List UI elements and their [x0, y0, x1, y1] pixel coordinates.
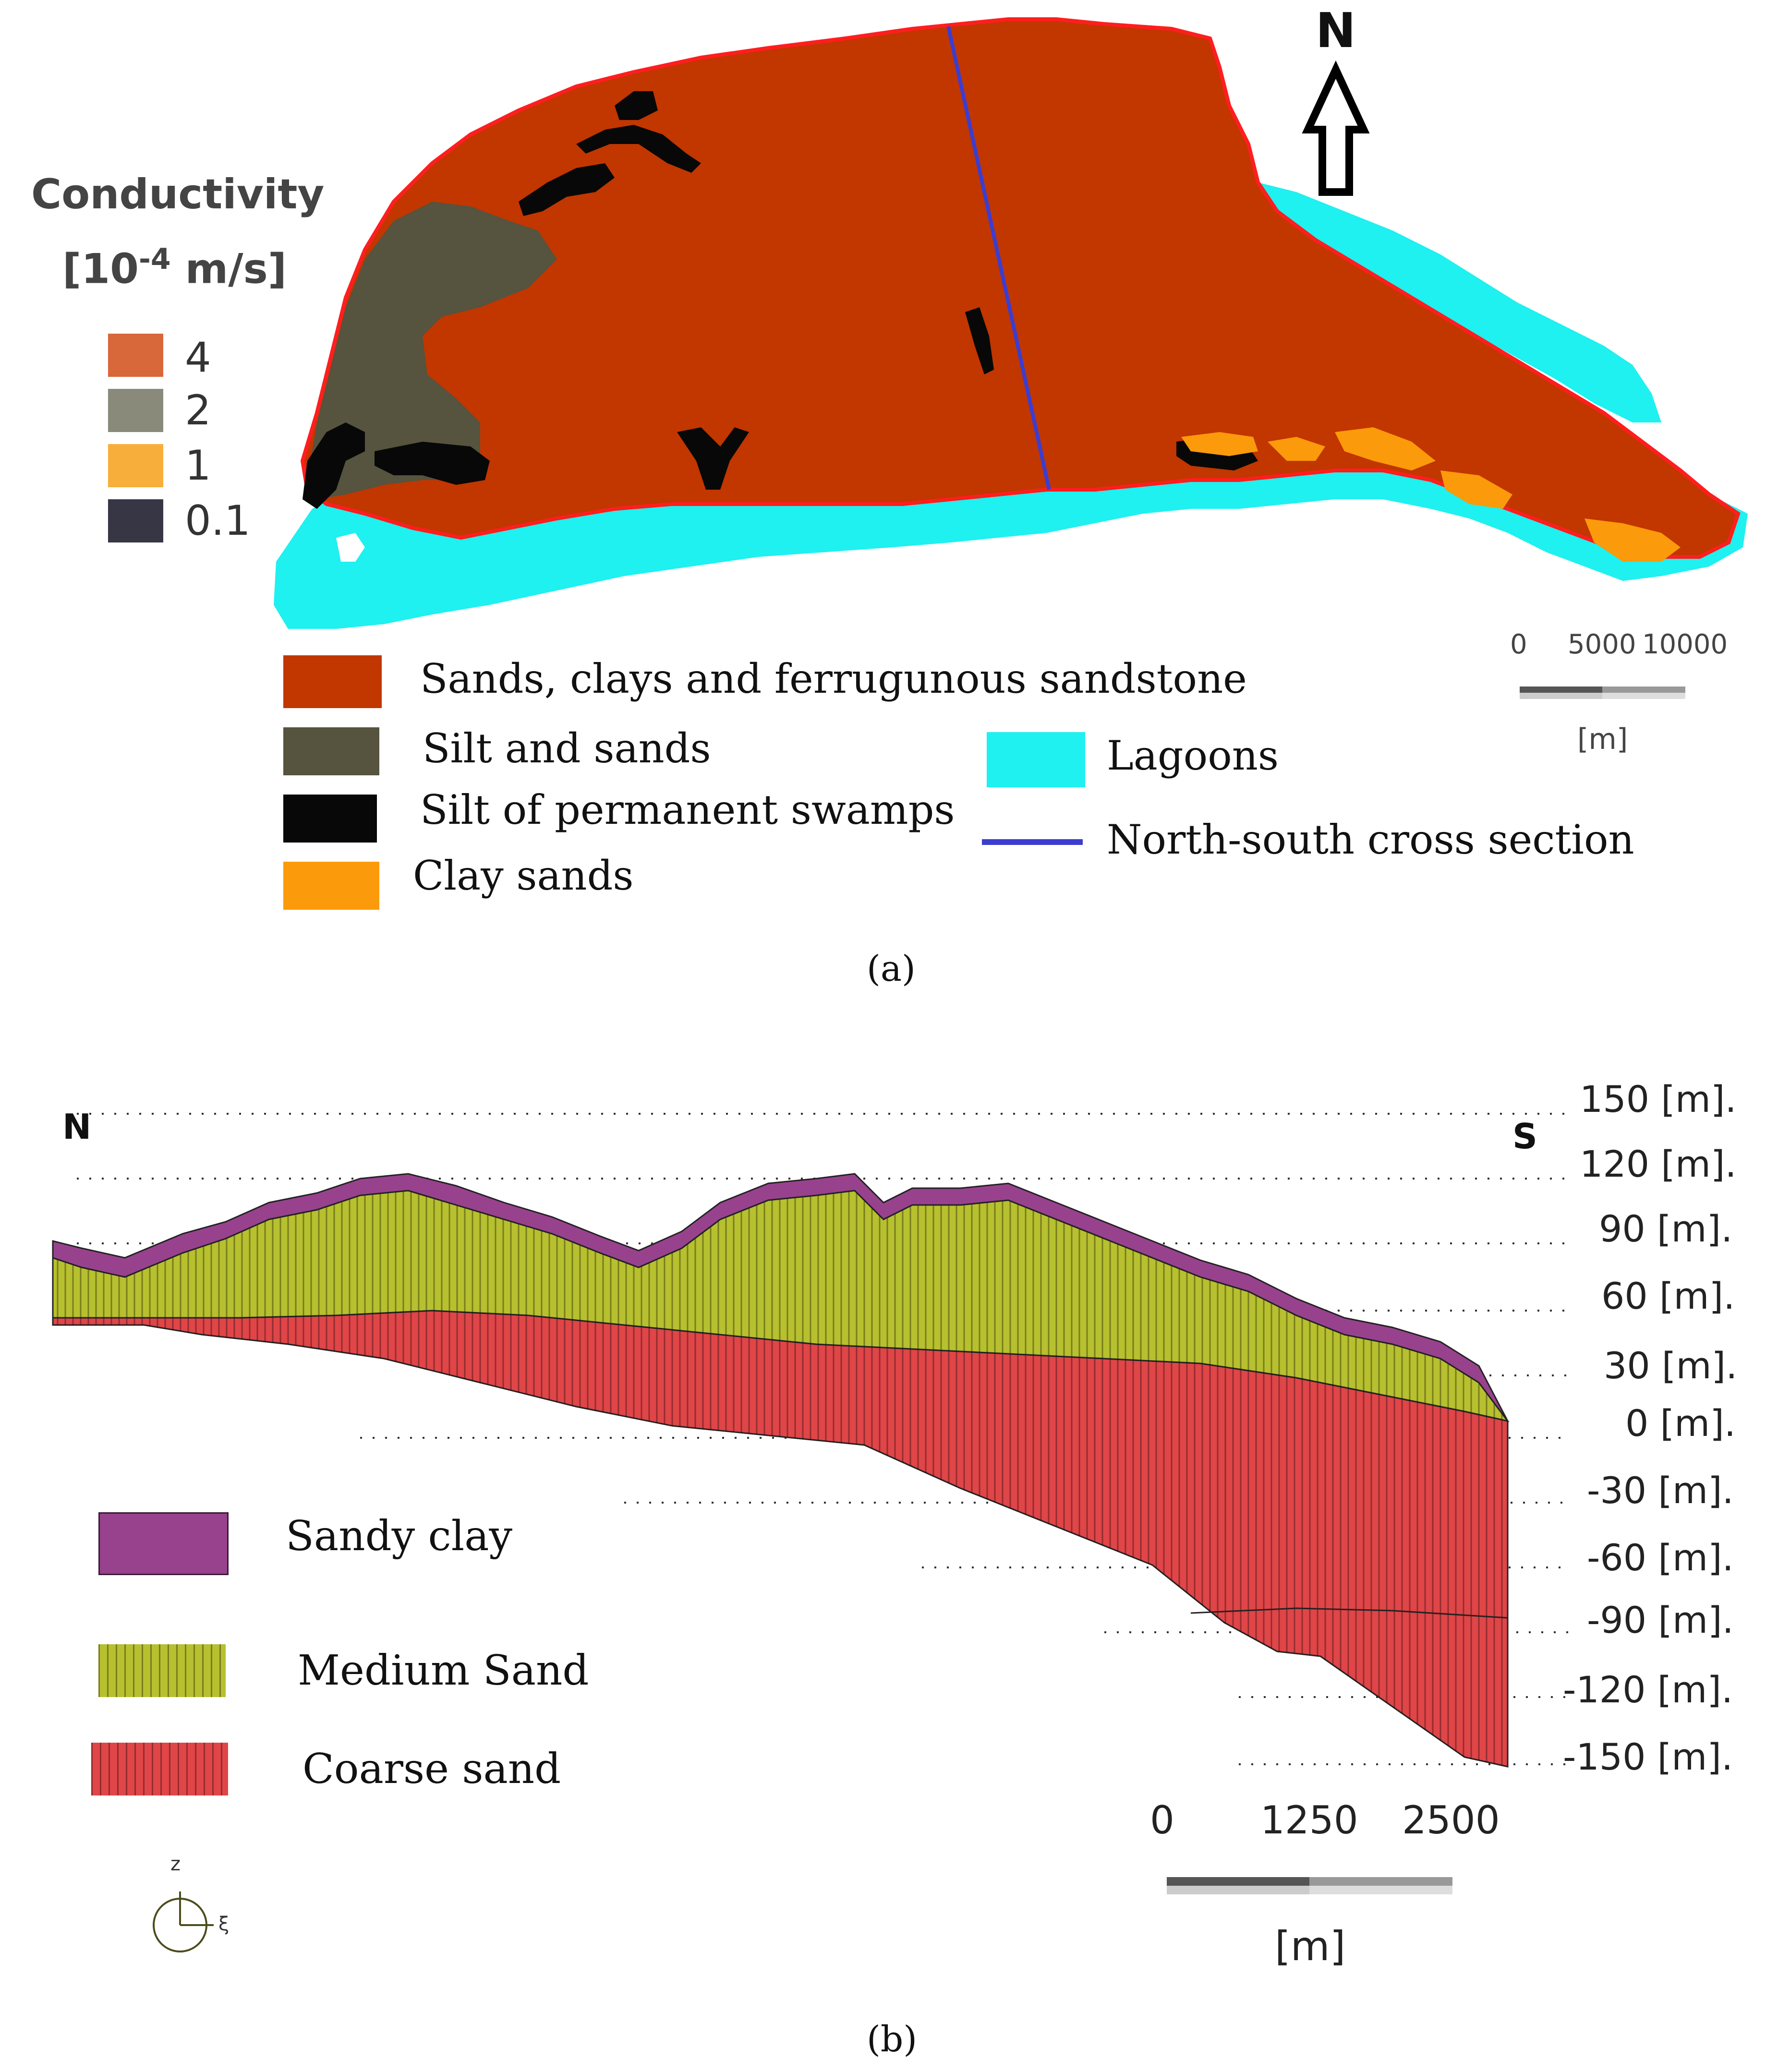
elevation-label-90: 90 [m]. [1599, 1207, 1733, 1250]
legend-label-swamp-silt: Silt of permanent swamps [420, 786, 955, 833]
elevation-label-neg150: -150 [m]. [1563, 1735, 1733, 1778]
orientation-gizmo-icon [153, 1891, 214, 1952]
map-scale-bar-seg-light-1 [1520, 693, 1602, 699]
conductivity-swatch-0-1 [108, 499, 163, 542]
lagoon-island [336, 533, 365, 562]
section-scale-bar-seg-dark-1 [1167, 1877, 1309, 1886]
swamp-silt-7 [965, 307, 994, 374]
elevation-label-neg120: -120 [m]. [1563, 1668, 1733, 1711]
layer-medium-sand-hatch [53, 1191, 1508, 1421]
lagoons-northeast [1258, 182, 1661, 422]
caption-b: (b) [867, 2019, 918, 2060]
gizmo-z-label: z [170, 1853, 181, 1875]
legend-label-sands-clays: Sands, clays and ferrugunous sandstone [420, 655, 1247, 702]
legend-swatch-medium-sand [98, 1644, 226, 1697]
legend-swatch-sands-clays [283, 655, 382, 708]
conductivity-value-0-1: 0.1 [185, 497, 251, 545]
conductivity-swatch-4 [108, 334, 163, 377]
map-scale-bar-seg-dark-1 [1520, 687, 1602, 693]
elevation-label-150: 150 [m]. [1580, 1078, 1737, 1120]
section-scale-tick-1250: 1250 [1260, 1798, 1358, 1843]
north-arrow-icon [1302, 60, 1370, 196]
map-scale-tick-0: 0 [1510, 629, 1527, 660]
legend-label-medium-sand: Medium Sand [298, 1647, 589, 1695]
clay-sands-5 [1584, 518, 1681, 562]
conductivity-value-4: 4 [185, 334, 211, 382]
map-north-label: N [1316, 2, 1356, 59]
section-scale-bar-seg-light-2 [1309, 1877, 1452, 1886]
clay-sands-3 [1335, 427, 1436, 470]
geology-map [274, 17, 1748, 629]
legend-swatch-silt-sands [283, 727, 379, 775]
section-south-label: S [1512, 1116, 1537, 1156]
elevation-label-0: 0 [m]. [1625, 1402, 1736, 1445]
legend-swatch-coarse-sand [91, 1743, 228, 1795]
elevation-label-120: 120 [m]. [1580, 1143, 1737, 1185]
legend-label-silt-sands: Silt and sands [423, 725, 711, 772]
internal-boundary-line [1190, 1607, 1508, 1619]
legend-swatch-clay-sands [283, 862, 379, 910]
map-scale-tick-5000: 5000 [1568, 629, 1636, 660]
clay-sands-4 [1440, 470, 1512, 509]
conductivity-title: Conductivity [31, 170, 325, 218]
elevation-label-60: 60 [m]. [1601, 1275, 1735, 1317]
conductivity-unit-exp: -4 [138, 242, 171, 276]
conductivity-swatch-1 [108, 444, 163, 487]
section-scale-bar-seg-dark-2 [1309, 1886, 1452, 1894]
legend-label-lagoons: Lagoons [1107, 732, 1279, 779]
map-scale-tick-10000: 10000 [1642, 629, 1728, 660]
swamp-silt-4 [576, 125, 701, 173]
caption-a: (a) [867, 948, 916, 989]
conductivity-swatch-2 [108, 389, 163, 432]
legend-swatch-lagoons [987, 732, 1085, 787]
map-scale-unit: [m] [1577, 723, 1628, 756]
legend-swatch-swamp-silt [283, 795, 377, 843]
section-scale-bar [1167, 1877, 1452, 1894]
conductivity-value-2: 2 [185, 386, 211, 434]
gizmo-xi-label: ξ [218, 1913, 230, 1935]
section-scale-tick-0: 0 [1150, 1798, 1174, 1843]
clay-sands-2 [1268, 437, 1325, 461]
layer-coarse-sand-hatch [53, 1311, 1508, 1767]
elevation-label-neg90: -90 [m]. [1587, 1599, 1734, 1641]
legend-label-cross-section: North-south cross section [1107, 816, 1634, 863]
elevation-label-30: 30 [m]. [1604, 1344, 1738, 1387]
legend-label-sandy-clay: Sandy clay [286, 1512, 513, 1560]
swamp-silt-6 [677, 427, 749, 490]
conductivity-unit-post: m/s] [170, 245, 287, 293]
section-north-label: N [62, 1107, 92, 1147]
elevation-label-neg30: -30 [m]. [1587, 1469, 1734, 1512]
section-scale-bar-seg-light-1 [1167, 1886, 1309, 1894]
clay-sands-1 [1181, 432, 1258, 456]
map-scale-bar-seg-light-2 [1602, 687, 1685, 693]
conductivity-unit-pre: [10 [62, 245, 139, 293]
conductivity-unit: [10-4 m/s] [62, 242, 287, 293]
legend-line-cross-section [982, 839, 1083, 845]
legend-label-coarse-sand: Coarse sand [302, 1745, 561, 1793]
layer-sandy-clay [52, 1173, 1509, 1421]
silt-sands-area [307, 202, 557, 499]
swamp-silt-5 [615, 91, 658, 120]
conductivity-value-1: 1 [185, 442, 211, 490]
section-scale-tick-2500: 2500 [1402, 1798, 1500, 1843]
swamp-silt-3 [519, 163, 615, 216]
section-scale-unit: [m] [1275, 1923, 1346, 1970]
elevation-label-neg60: -60 [m]. [1587, 1536, 1734, 1579]
legend-swatch-sandy-clay [98, 1512, 229, 1575]
swamp-silt-2 [375, 442, 490, 485]
map-scale-bar-seg-dark-2 [1602, 693, 1685, 699]
legend-label-clay-sands: Clay sands [413, 852, 634, 899]
map-scale-bar [1520, 687, 1685, 699]
cross-section-line [946, 26, 1051, 490]
swamp-silt-1 [302, 422, 365, 509]
